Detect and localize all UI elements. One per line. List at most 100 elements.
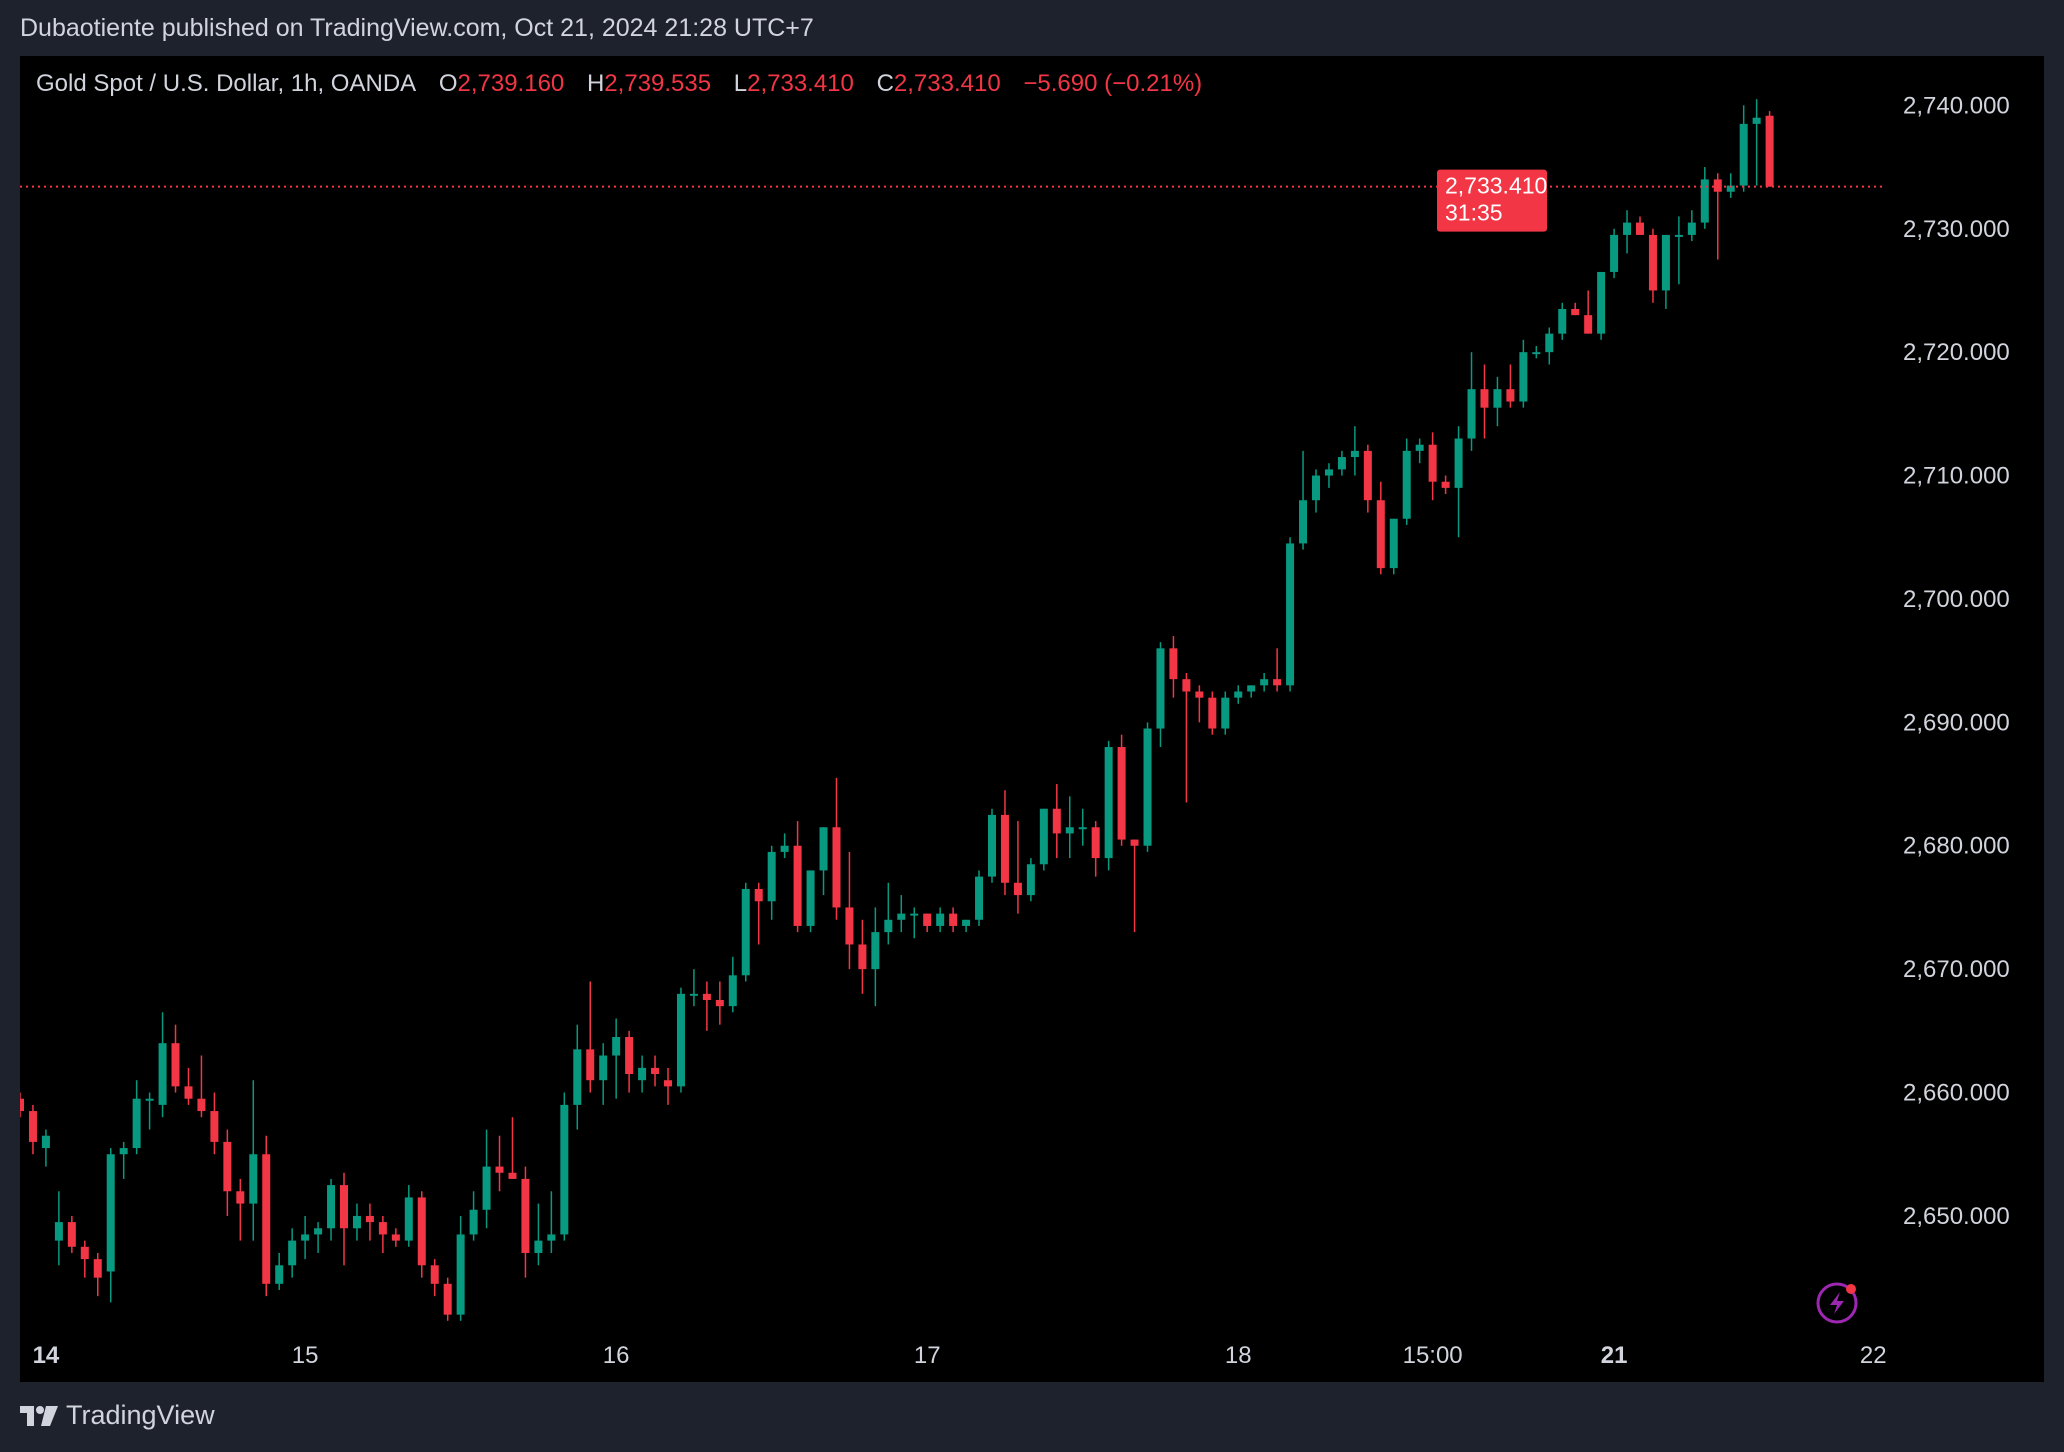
y-tick-label: 2,690.000 [1903, 709, 2010, 736]
candle [949, 907, 958, 933]
candle-body [599, 1055, 608, 1081]
time-axis[interactable]: 14 15 16 17 18 15:00 21 22 [33, 1342, 1887, 1369]
candle-body [521, 1178, 530, 1253]
candle-body [262, 1154, 271, 1284]
candle [1532, 345, 1541, 359]
candle [676, 987, 685, 1093]
candle-body [676, 993, 685, 1087]
y-tick-label: 2,730.000 [1903, 216, 2010, 243]
candle [728, 956, 737, 1013]
y-tick-label: 2,740.000 [1903, 92, 2010, 119]
candle-body [391, 1234, 400, 1241]
x-tick-label: 15 [292, 1342, 319, 1369]
candle-body [547, 1234, 556, 1241]
candle-body [689, 993, 698, 996]
candle [404, 1185, 413, 1247]
candle [664, 1067, 672, 1105]
y-tick-label: 2,660.000 [1903, 1080, 2010, 1107]
candle [1687, 210, 1696, 242]
candle [1480, 364, 1489, 439]
tradingview-logo-icon[interactable] [20, 1404, 58, 1428]
candle-body [1415, 444, 1424, 451]
x-tick-label: 17 [914, 1342, 941, 1369]
candle-body [871, 932, 880, 970]
candle-body [1584, 315, 1593, 334]
chart-area[interactable]: 2,650.000 2,660.000 2,670.000 2,680.000 2,69… [20, 56, 2044, 1382]
candle-body [1700, 179, 1709, 223]
candle-body [1376, 500, 1385, 569]
candle [599, 1043, 608, 1105]
candle-body [417, 1197, 426, 1266]
candle [1169, 635, 1178, 698]
candle [378, 1215, 387, 1253]
candle-body [1428, 444, 1437, 482]
candle [612, 1018, 621, 1099]
candle-body [780, 845, 789, 852]
candle-body [197, 1098, 206, 1112]
candle [1610, 228, 1619, 279]
candle [1078, 808, 1087, 846]
candle-body [1532, 352, 1541, 355]
candle [314, 1222, 323, 1253]
candle [1337, 450, 1346, 476]
candle-body [1389, 518, 1398, 569]
candle [1182, 672, 1191, 803]
candle-body [754, 888, 763, 902]
candle [1260, 672, 1269, 692]
candle-body [1506, 389, 1515, 402]
candle-body [275, 1265, 284, 1284]
candle-body [93, 1259, 102, 1278]
candle [1506, 364, 1515, 408]
candle [1584, 290, 1593, 334]
candle [819, 827, 828, 896]
candle [586, 981, 595, 1093]
candle-body [1623, 222, 1632, 235]
candle [223, 1129, 232, 1216]
candle [184, 1067, 193, 1105]
candle-body [1052, 808, 1061, 834]
candle-body [1065, 827, 1074, 834]
candle-body [858, 944, 867, 970]
footer-brand[interactable]: TradingView [66, 1400, 215, 1430]
candlestick-chart[interactable]: 2,650.000 2,660.000 2,670.000 2,680.000 2,69… [20, 56, 2044, 1382]
candle-body [1182, 679, 1191, 692]
low-label: L [733, 70, 748, 97]
candle [1117, 734, 1126, 846]
candle-body [1234, 691, 1243, 698]
candle [754, 882, 763, 945]
candle-body [1299, 500, 1308, 544]
candle [171, 1024, 180, 1093]
candle-body [573, 1049, 582, 1105]
candle [1039, 808, 1048, 871]
candle-body [1739, 123, 1748, 186]
candle-body [728, 975, 737, 1007]
candle-body [1130, 839, 1139, 846]
candle [521, 1166, 530, 1278]
candle-body [249, 1154, 258, 1204]
candle-body [975, 876, 984, 920]
candle-body [1091, 827, 1100, 859]
candle-body [1039, 808, 1048, 865]
y-tick-label: 2,650.000 [1903, 1203, 2010, 1230]
candle-body [1013, 882, 1022, 896]
candle [132, 1080, 141, 1155]
candle-body [223, 1141, 232, 1192]
candle [560, 1092, 569, 1241]
candle [197, 1055, 206, 1118]
candle-body [1221, 697, 1230, 729]
symbol-title[interactable]: Gold Spot / U.S. Dollar, 1h, OANDA [36, 70, 417, 97]
candle-body [288, 1240, 297, 1266]
candle-body [1726, 185, 1735, 192]
candle-body [495, 1166, 504, 1173]
candle-body [910, 913, 919, 916]
price-axis[interactable]: 2,650.000 2,660.000 2,670.000 2,680.000 2,69… [1903, 92, 2010, 1230]
candle [417, 1191, 426, 1278]
candle-body [1156, 648, 1165, 729]
candle [1091, 821, 1100, 877]
lightning-icon[interactable] [1816, 1282, 1858, 1324]
candle-body [1571, 308, 1580, 316]
candle [249, 1080, 258, 1241]
candle [495, 1135, 504, 1192]
close-label: C [876, 70, 894, 97]
candle [1726, 173, 1735, 198]
